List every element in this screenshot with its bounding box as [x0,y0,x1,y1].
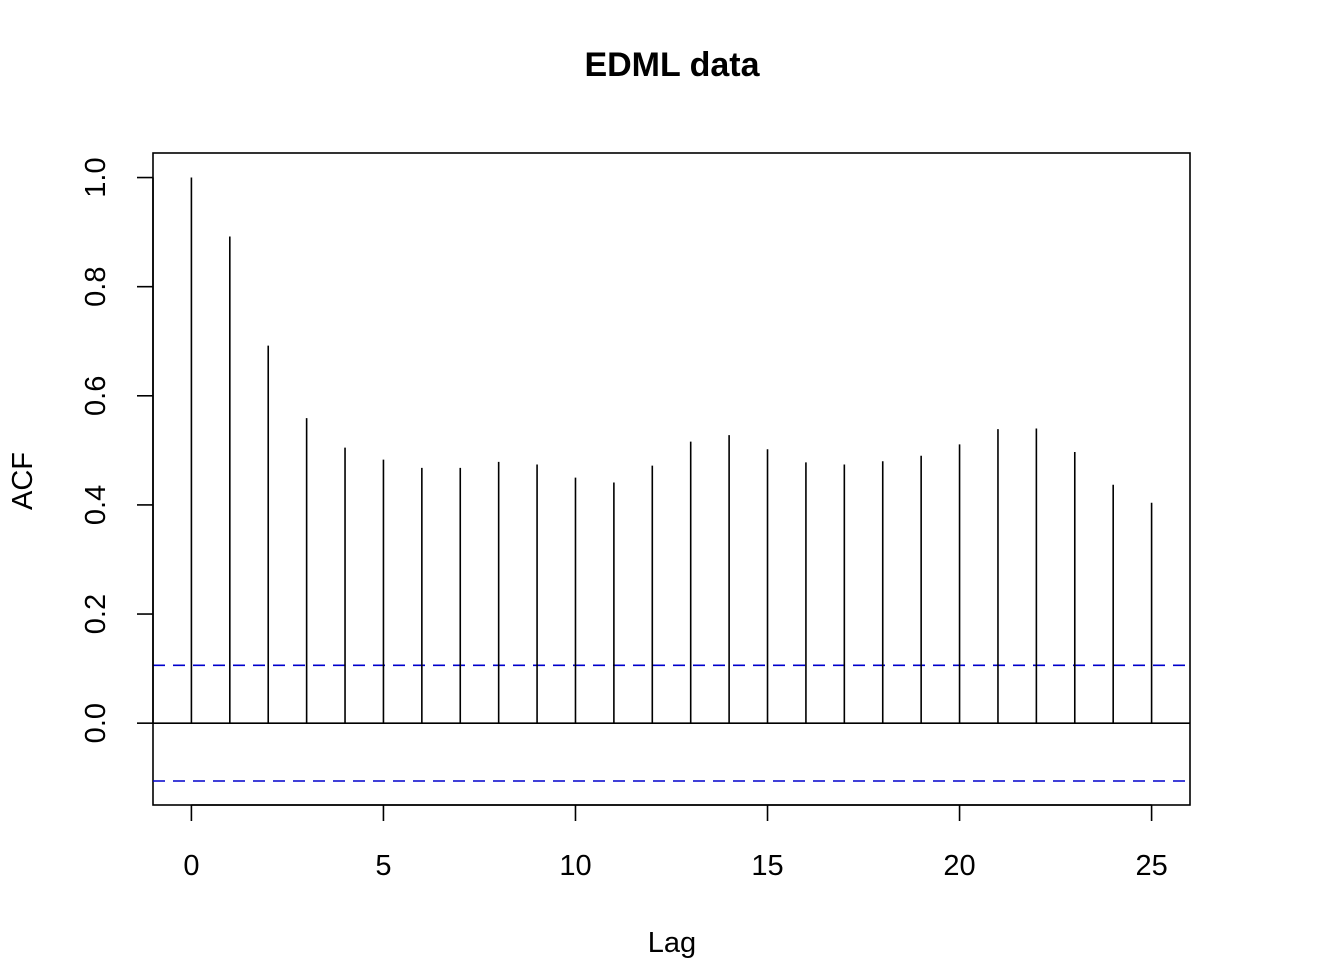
y-axis-label: ACF [7,452,39,510]
x-tick-label: 0 [183,850,199,882]
x-tick-label: 15 [751,850,783,882]
x-tick-label: 5 [375,850,391,882]
x-tick-label: 10 [559,850,591,882]
chart-title: EDML data [584,46,760,84]
plot-frame [152,152,1191,806]
y-tick-label: 0.6 [80,376,112,416]
x-axis-label: Lag [648,927,696,959]
y-tick-label: 1.0 [80,157,112,197]
y-tick-label: 0.0 [80,703,112,743]
y-tick-label: 0.8 [80,267,112,307]
y-tick-label: 0.2 [80,594,112,634]
y-tick-label: 0.4 [80,485,112,525]
x-tick-label: 25 [1135,850,1167,882]
x-tick-label: 20 [943,850,975,882]
